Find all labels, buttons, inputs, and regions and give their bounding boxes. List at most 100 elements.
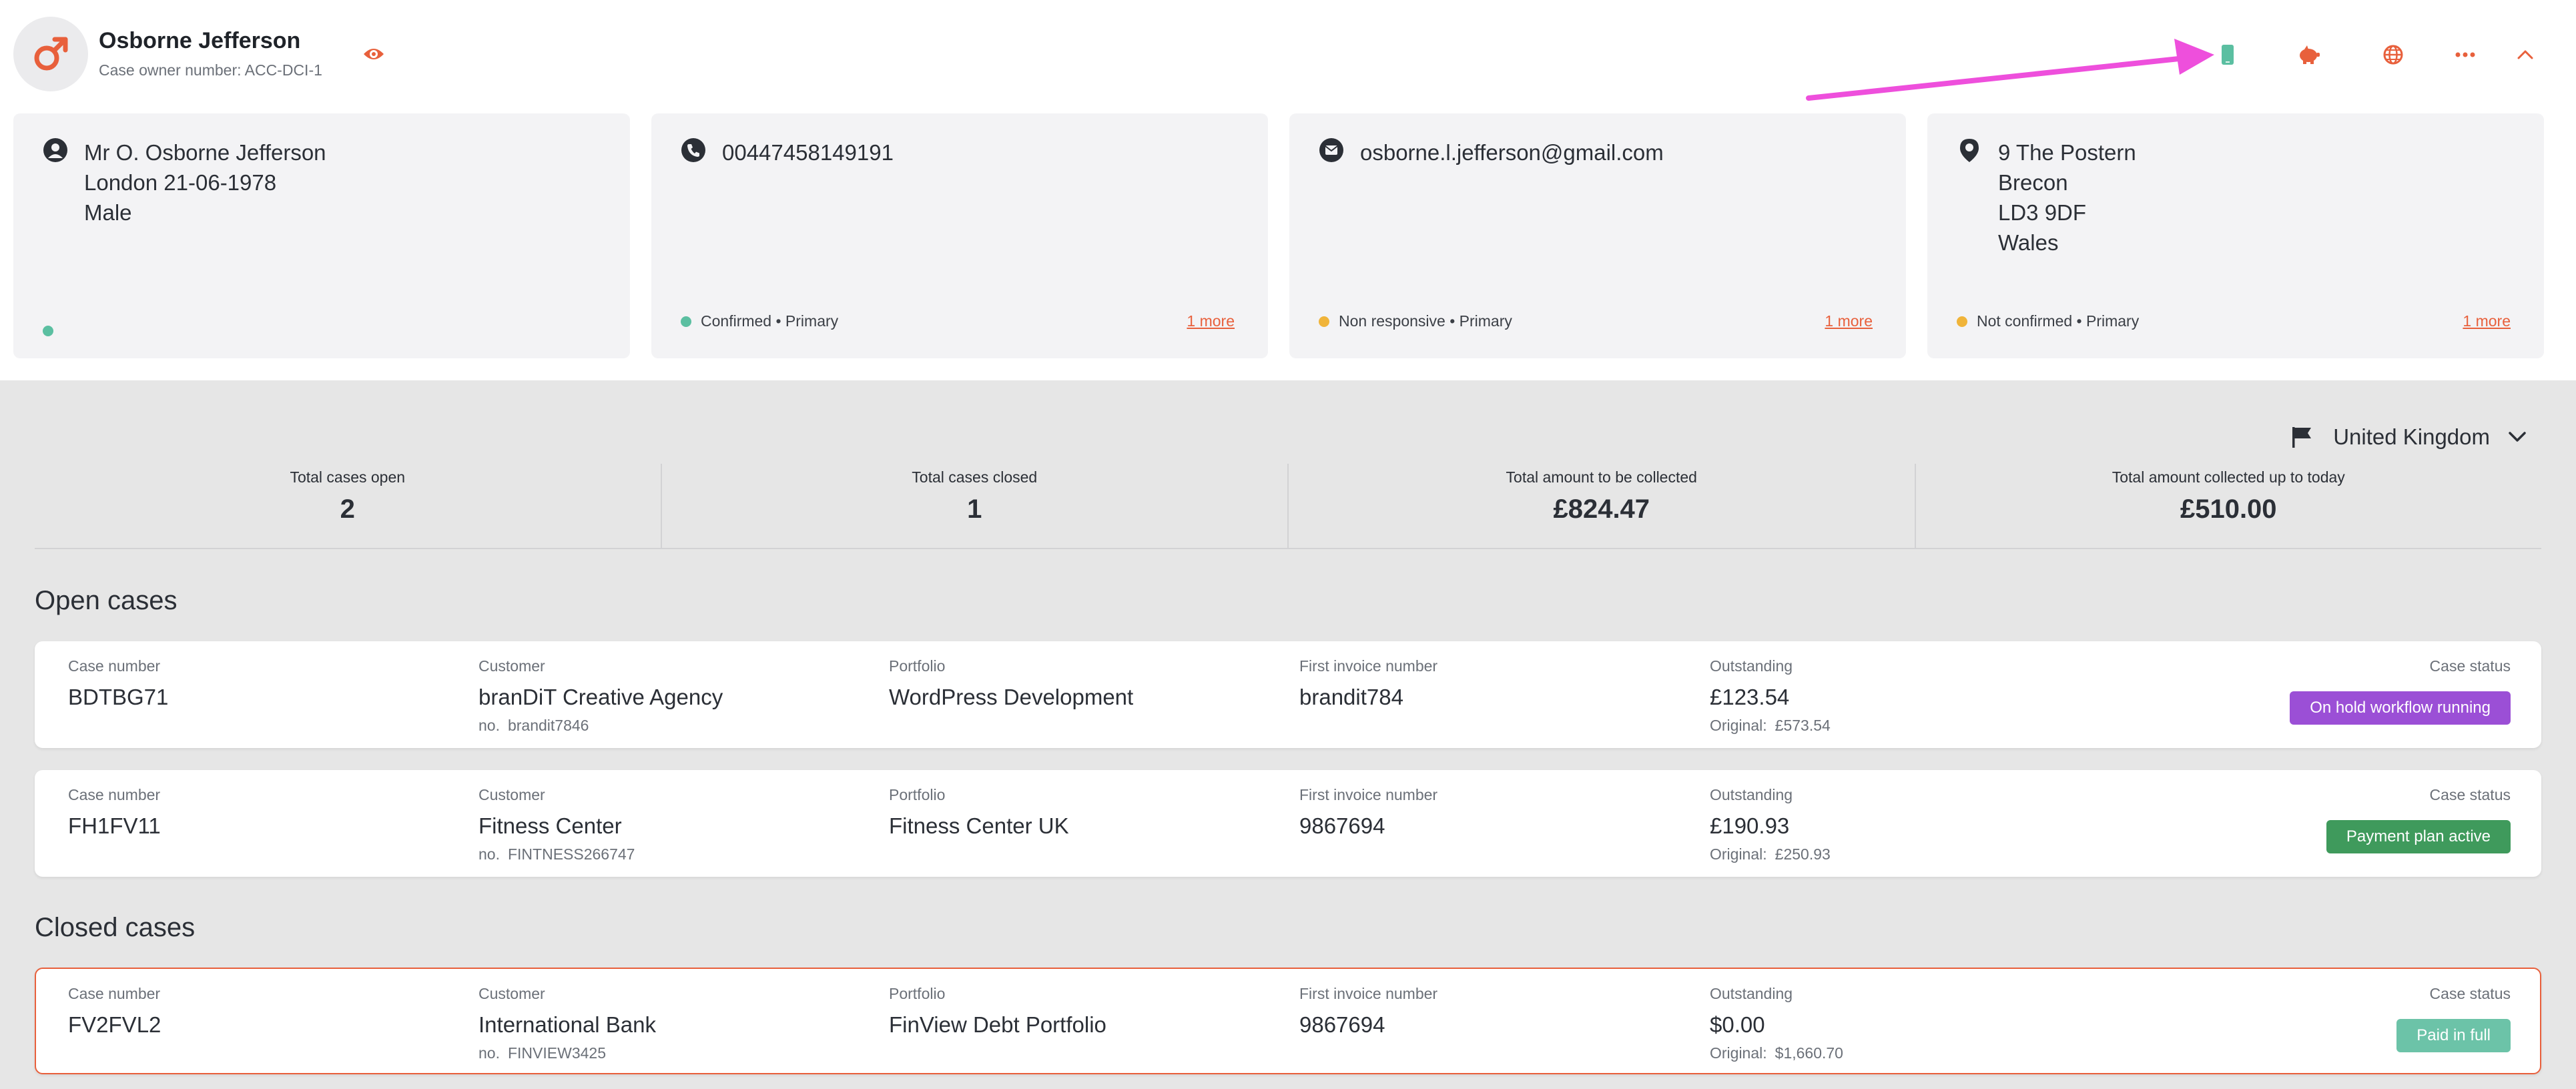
col-label: Case status xyxy=(2429,657,2511,675)
stat-total-open: Total cases open 2 xyxy=(35,464,662,548)
no-prefix: no. xyxy=(478,717,500,734)
avatar xyxy=(13,17,88,91)
stat-label: Total amount collected up to today xyxy=(2112,468,2345,486)
outstanding: $0.00 xyxy=(1710,1012,1765,1037)
status-dot xyxy=(43,326,53,336)
case-row[interactable]: Case number FV2FVL2 Customer International… xyxy=(35,968,2541,1074)
globe-icon xyxy=(2383,45,2403,65)
outstanding: £123.54 xyxy=(1710,685,1790,709)
case-number: FV2FVL2 xyxy=(68,1012,162,1037)
mail-icon xyxy=(1319,138,1343,162)
address-status-text: Not confirmed • Primary xyxy=(1977,312,2140,330)
phone-icon xyxy=(681,138,705,162)
stat-value: £824.47 xyxy=(1553,494,1650,524)
status-dot xyxy=(1319,316,1329,327)
no-prefix: no. xyxy=(478,1044,500,1062)
original-prefix: Original: xyxy=(1710,845,1767,863)
status-badge: Payment plan active xyxy=(2326,820,2511,853)
country-selector[interactable]: United Kingdom xyxy=(2292,424,2526,450)
status-badge: On hold workflow running xyxy=(2290,691,2511,725)
col-label: Outstanding xyxy=(1710,657,1793,675)
phone-status-text: Confirmed • Primary xyxy=(701,312,839,330)
case-number: FH1FV11 xyxy=(68,813,161,838)
gender-male-icon xyxy=(34,37,68,71)
personal-status xyxy=(43,326,63,336)
piggy-bank-icon xyxy=(2300,45,2320,64)
address-text: 9 The Postern Brecon LD3 9DF Wales xyxy=(1998,140,2136,255)
col-label: Case number xyxy=(68,657,161,675)
no-prefix: no. xyxy=(478,845,500,863)
status-dot xyxy=(1957,316,1967,327)
col-label: Outstanding xyxy=(1710,786,1793,803)
closed-cases-heading: Closed cases xyxy=(35,913,196,942)
open-cases-heading: Open cases xyxy=(35,586,178,615)
stat-total-closed: Total cases closed 1 xyxy=(662,464,1289,548)
col-label: Portfolio xyxy=(889,786,946,803)
stat-label: Total cases open xyxy=(290,468,406,486)
col-label: Customer xyxy=(478,657,545,675)
case-number: BDTBG71 xyxy=(68,685,169,709)
personal-details-card: Mr O. Osborne Jefferson London 21-06-197… xyxy=(13,113,630,358)
outstanding: £190.93 xyxy=(1710,813,1790,838)
summary-stats: Total cases open 2 Total cases closed 1 … xyxy=(35,464,2541,549)
customer-name: branDiT Creative Agency xyxy=(478,685,723,709)
email-address: osborne.l.jefferson@gmail.com xyxy=(1360,140,1664,165)
email-more-link[interactable]: 1 more xyxy=(1825,312,1873,330)
portfolio: Fitness Center UK xyxy=(889,813,1069,838)
col-label: Portfolio xyxy=(889,657,946,675)
col-label: Customer xyxy=(478,985,545,1002)
status-dot xyxy=(681,316,691,327)
case-row[interactable]: Case number FH1FV11 Customer Fitness Cente… xyxy=(35,770,2541,877)
piggy-bank-button[interactable] xyxy=(2296,41,2322,68)
mobile-phone-icon xyxy=(2222,45,2234,65)
country-label: United Kingdom xyxy=(2333,424,2490,449)
collapse-button[interactable] xyxy=(2512,41,2539,68)
first-invoice: brandit784 xyxy=(1299,685,1403,709)
stat-value: £510.00 xyxy=(2180,494,2277,524)
col-label: First invoice number xyxy=(1299,657,1438,675)
stat-label: Total amount to be collected xyxy=(1506,468,1697,486)
original-amount: £573.54 xyxy=(1775,717,1831,734)
more-icon xyxy=(2455,52,2475,57)
customer-name: International Bank xyxy=(478,1012,657,1037)
case-row[interactable]: Case number BDTBG71 Customer branDiT Creat… xyxy=(35,641,2541,748)
stat-label: Total cases closed xyxy=(912,468,1038,486)
more-options-button[interactable] xyxy=(2452,41,2479,68)
phone-card: 00447458149191 Confirmed • Primary 1 mor… xyxy=(651,113,1268,358)
col-label: Outstanding xyxy=(1710,985,1793,1002)
address-status: Not confirmed • Primary xyxy=(1957,312,2139,330)
flag-icon xyxy=(2292,427,2312,448)
first-invoice: 9867694 xyxy=(1299,813,1385,838)
customer-no: FINTNESS266747 xyxy=(507,845,635,863)
address-card: 9 The Postern Brecon LD3 9DF Wales Not c… xyxy=(1927,113,2544,358)
email-status-text: Non responsive • Primary xyxy=(1339,312,1512,330)
address-more-link[interactable]: 1 more xyxy=(2463,312,2511,330)
col-label: Portfolio xyxy=(889,985,946,1002)
stat-collected: Total amount collected up to today £510.… xyxy=(1916,464,2542,548)
phone-status: Confirmed • Primary xyxy=(681,312,838,330)
phone-more-link[interactable]: 1 more xyxy=(1187,312,1235,330)
phone-number: 00447458149191 xyxy=(722,140,894,165)
personal-details-text: Mr O. Osborne Jefferson London 21-06-197… xyxy=(84,140,326,225)
col-label: Case status xyxy=(2429,985,2511,1002)
stat-to-collect: Total amount to be collected £824.47 xyxy=(1289,464,1916,548)
customer-name: Fitness Center xyxy=(478,813,622,838)
col-label: Case status xyxy=(2429,786,2511,803)
chevron-up-icon xyxy=(2517,50,2533,59)
original-prefix: Original: xyxy=(1710,1044,1767,1062)
email-status: Non responsive • Primary xyxy=(1319,312,1512,330)
col-label: Case number xyxy=(68,985,161,1002)
globe-button[interactable] xyxy=(2380,41,2406,68)
location-pin-icon xyxy=(1960,139,1979,162)
eye-icon[interactable] xyxy=(362,45,385,63)
mobile-phone-button[interactable] xyxy=(2214,41,2241,68)
original-prefix: Original: xyxy=(1710,717,1767,734)
case-owner-number: Case owner number: ACC-DCI-1 xyxy=(99,61,322,79)
customer-no: FINVIEW3425 xyxy=(507,1044,606,1062)
customer-name: Osborne Jefferson xyxy=(99,28,301,53)
original-amount: £250.93 xyxy=(1775,845,1831,863)
col-label: First invoice number xyxy=(1299,985,1438,1002)
customer-header-panel: Osborne Jefferson Case owner number: ACC… xyxy=(0,0,2576,380)
col-label: First invoice number xyxy=(1299,786,1438,803)
portfolio: WordPress Development xyxy=(889,685,1134,709)
